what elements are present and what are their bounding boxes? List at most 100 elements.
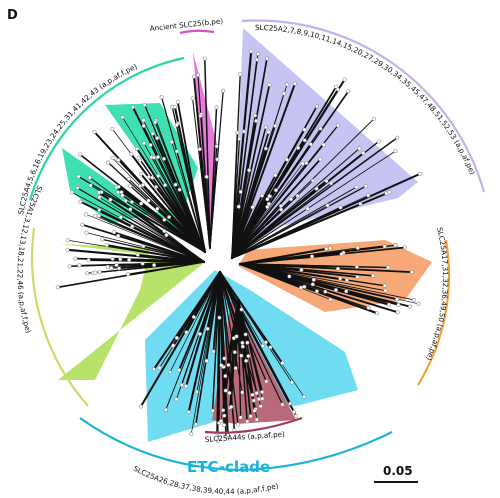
leaf-node xyxy=(280,402,285,407)
leaf-node xyxy=(156,173,161,178)
leaf-node xyxy=(233,366,238,371)
leaf-node xyxy=(310,178,316,183)
leaf-node xyxy=(366,305,371,310)
leaf-node xyxy=(263,125,268,130)
leaf-node xyxy=(334,84,339,89)
leaf-node xyxy=(266,130,271,135)
leaf-node xyxy=(146,174,151,179)
leaf-node xyxy=(55,285,60,290)
leaf-node xyxy=(127,257,132,262)
leaf-node xyxy=(159,95,164,100)
leaf-node xyxy=(240,340,245,345)
leaf-node xyxy=(174,149,179,154)
leaf-node xyxy=(335,123,341,128)
tree-branch xyxy=(239,263,358,268)
leaf-node xyxy=(284,157,289,162)
tree-branch xyxy=(165,271,221,411)
leaf-node xyxy=(239,353,244,358)
leaf-node xyxy=(150,131,155,136)
leaf-node xyxy=(189,431,194,436)
tree-branch xyxy=(231,195,299,259)
tree-branch xyxy=(172,270,222,347)
leaf-node xyxy=(268,345,273,350)
leaf-node xyxy=(305,206,310,211)
leaf-node xyxy=(393,243,398,248)
leaf-node xyxy=(78,199,83,204)
leaf-node xyxy=(65,247,70,252)
leaf-node xyxy=(223,374,228,379)
leaf-node xyxy=(375,311,380,316)
leaf-node xyxy=(97,207,102,213)
leaf-node xyxy=(155,206,160,211)
tree-branch xyxy=(71,192,205,263)
tree-branch xyxy=(231,124,339,259)
tree-branch xyxy=(239,253,343,265)
leaf-node xyxy=(96,213,101,218)
leaf-node xyxy=(92,129,97,135)
leaf-node xyxy=(110,155,115,161)
leaf-node xyxy=(246,354,251,359)
leaf-node xyxy=(155,155,160,160)
leaf-node xyxy=(263,340,268,345)
leaf-node xyxy=(130,224,135,229)
leaf-node xyxy=(194,389,199,394)
leaf-node xyxy=(363,184,368,189)
leaf-node xyxy=(211,349,216,354)
leaf-node xyxy=(76,174,81,179)
leaf-node xyxy=(402,245,408,250)
leaf-node xyxy=(288,197,294,202)
leaf-node xyxy=(260,343,265,348)
arc-slc25a17 xyxy=(417,239,451,386)
leaf-node xyxy=(302,138,307,143)
leaf-node xyxy=(304,161,309,166)
leaf-node xyxy=(387,190,392,195)
leaf-node xyxy=(151,155,156,160)
leaf-node xyxy=(354,264,359,269)
leaf-node xyxy=(300,161,305,166)
leaf-node xyxy=(198,113,203,118)
leaf-node xyxy=(119,190,124,195)
leaf-node xyxy=(263,146,268,151)
leaf-node xyxy=(177,368,182,373)
tree-branch xyxy=(231,185,367,259)
clade-arcs xyxy=(28,19,486,472)
leaf-node xyxy=(366,193,371,198)
arc-ancient xyxy=(179,29,215,35)
leaf-node xyxy=(138,171,144,177)
leaf-node xyxy=(333,287,338,293)
leaf-node xyxy=(179,382,184,388)
tree-branch xyxy=(109,199,205,263)
leaf-node xyxy=(116,157,121,163)
leaf-node xyxy=(171,343,176,348)
leaf-node xyxy=(248,414,253,419)
tree-branch xyxy=(231,136,399,259)
etc-clade-label: ETC-clade xyxy=(187,458,270,476)
leaf-node xyxy=(408,304,413,309)
leaf-node xyxy=(238,415,243,420)
leaf-node xyxy=(219,363,224,368)
leaf-node xyxy=(371,273,376,278)
leaf-node xyxy=(289,380,294,385)
leaf-node xyxy=(254,118,259,123)
leaf-node xyxy=(296,145,301,150)
tree-branch xyxy=(76,187,205,263)
leaf-node xyxy=(216,438,221,443)
tree-branch xyxy=(231,174,277,259)
leaf-node xyxy=(84,212,89,217)
tree-branch xyxy=(85,232,205,263)
tree-branch xyxy=(231,147,360,259)
leaf-node xyxy=(223,388,228,393)
leaf-node xyxy=(195,72,201,78)
leaf-node xyxy=(67,264,72,269)
leaf-node xyxy=(116,233,121,238)
leaf-node xyxy=(217,315,222,320)
leaf-node xyxy=(155,136,160,141)
leaf-node xyxy=(205,326,210,331)
leaf-node xyxy=(120,115,125,120)
leaf-node xyxy=(163,183,168,188)
leaf-node xyxy=(126,176,131,182)
leaf-node xyxy=(249,49,254,54)
tree-branch xyxy=(231,191,390,259)
leaf-node xyxy=(328,297,333,302)
leaf-node xyxy=(229,404,234,409)
